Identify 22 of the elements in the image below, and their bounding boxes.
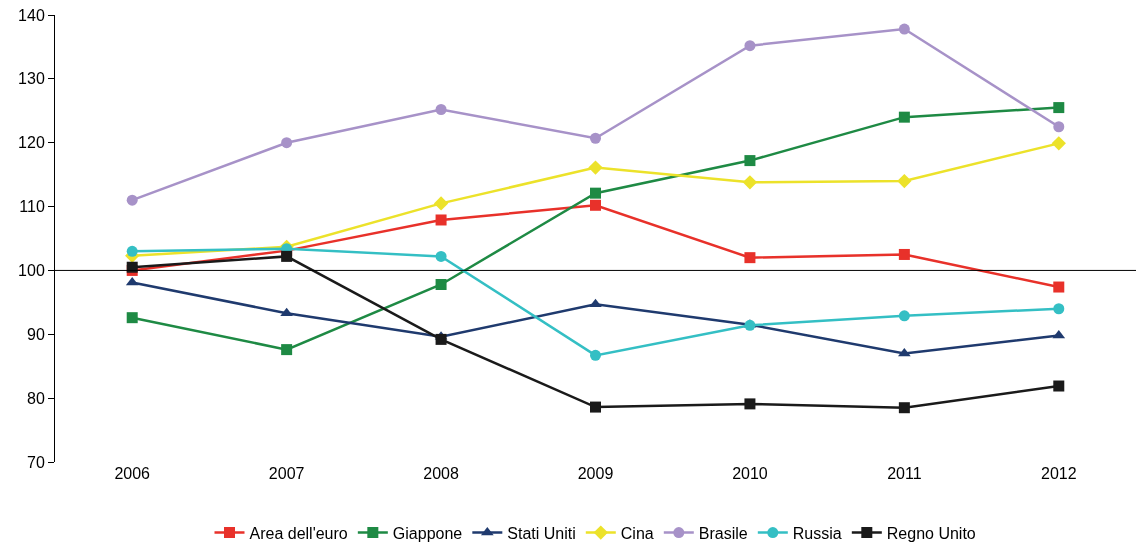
y-tick-label: 120 <box>18 134 45 152</box>
legend-label: Regno Unito <box>886 524 976 542</box>
x-tick-label: 2007 <box>268 465 305 482</box>
x-tick-label: 2010 <box>732 465 768 482</box>
y-tick-label: 140 <box>18 6 45 24</box>
x-tick-label: 2012 <box>1040 465 1077 482</box>
legend-label: Brasile <box>698 524 748 542</box>
legend-label: Area dell'euro <box>249 524 348 542</box>
y-tick-label: 80 <box>27 389 45 407</box>
y-tick-label: 110 <box>19 198 45 216</box>
legend-label: Cina <box>620 524 654 542</box>
legend-label: Stati Uniti <box>507 524 576 542</box>
y-tick-label: 100 <box>18 262 45 280</box>
x-tick-label: 2011 <box>887 465 922 482</box>
legend-label: Russia <box>792 524 842 542</box>
x-tick-label: 2008 <box>423 465 459 482</box>
x-tick-label: 2006 <box>114 465 151 482</box>
x-tick-label: 2009 <box>577 465 614 482</box>
y-tick-label: 70 <box>27 453 45 471</box>
y-tick-label: 90 <box>27 325 45 343</box>
y-tick-label: 130 <box>18 70 45 88</box>
legend-label: Giappone <box>392 524 463 542</box>
